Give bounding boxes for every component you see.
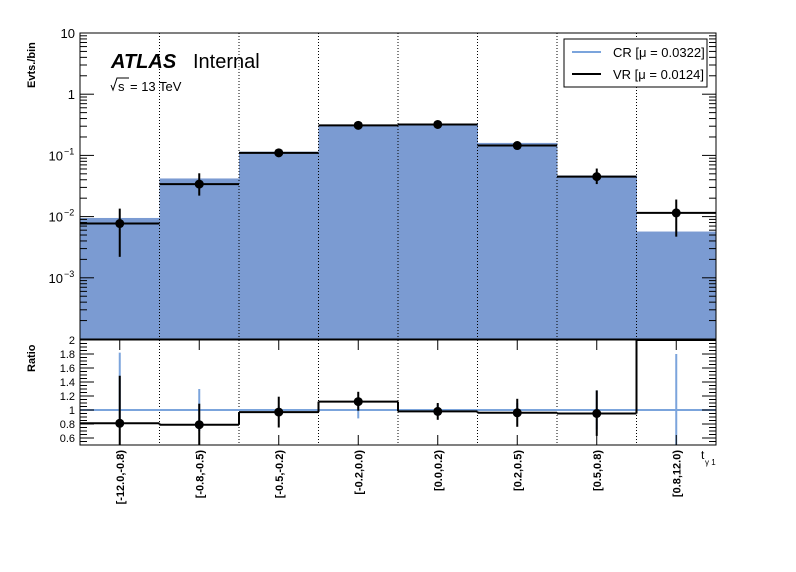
ratio-point [592, 409, 602, 418]
ratio-tick-label: 1.8 [60, 349, 75, 361]
x-category-label: [0.8,12.0) [671, 450, 683, 497]
vr-point [592, 172, 602, 182]
vr-point [671, 208, 681, 218]
x-axis-title: t [701, 448, 705, 462]
cr-bar [159, 178, 240, 339]
vr-point [115, 219, 125, 229]
vr-point [194, 179, 204, 189]
legend: CR [μ = 0.0322] VR [μ = 0.0124] [563, 38, 708, 88]
y-tick-label: 1 [68, 87, 75, 102]
ratio-point [115, 418, 125, 428]
ratio-tick-label: 1.6 [60, 363, 75, 375]
y-tick-exponent: −1 [64, 146, 74, 156]
x-category-label: [0.5,0.8) [592, 450, 604, 491]
cr-bar [318, 125, 399, 339]
legend-cr-label: CR [μ = 0.0322] [613, 45, 705, 60]
y-tick-label: 10 [49, 271, 63, 286]
atlas-label: ATLAS [110, 51, 177, 73]
x-category-label: [-0.2,0.0) [353, 450, 365, 495]
legend-vr-label: VR [μ = 0.0124] [613, 67, 704, 82]
status-label: Internal [193, 51, 260, 73]
ratio-point [274, 407, 284, 417]
y-tick-label: 10 [49, 148, 63, 163]
x-category-label: [-0.8,-0.5) [194, 450, 206, 499]
x-axis-title-subscript: γ 1 [705, 458, 716, 467]
vr-point [512, 141, 522, 151]
cr-bar [398, 123, 478, 339]
ratio-point [512, 408, 522, 418]
top-plot-frame [79, 32, 717, 340]
ratio-tick-label: 0.8 [60, 419, 75, 431]
sqrt-s-label: s [118, 79, 125, 94]
top-y-axis-title: Evts./bin [26, 42, 38, 88]
bottom-panel: 0.6 0.8 1 1.2 1.4 1.6 1.8 2 [-12.0,-0.8) [-0.8,-0… [60, 335, 717, 505]
y-tick-exponent: −2 [64, 208, 74, 218]
vr-point [274, 148, 284, 158]
cr-bar [477, 142, 558, 339]
cr-bar [636, 231, 717, 339]
cr-bar [239, 151, 319, 339]
vr-point [353, 120, 363, 130]
ratio-tick-label: 1.2 [60, 391, 75, 403]
bottom-y-axis-title: Ratio [26, 344, 38, 372]
x-category-label: [-12.0,-0.8) [115, 450, 127, 505]
ratio-point [353, 397, 363, 407]
ratio-tick-label: 1 [69, 405, 75, 417]
ratio-tick-label: 0.6 [60, 433, 75, 445]
x-category-label: [0.2,0.5) [512, 450, 524, 491]
ratio-tick-label: 2 [69, 335, 75, 347]
y-tick-exponent: −3 [64, 269, 74, 279]
legend-box [563, 38, 708, 88]
ratio-point [194, 420, 204, 430]
y-tick-label: 10 [61, 26, 75, 41]
sqrt-symbol [110, 77, 129, 92]
x-category-label: [0.0,0.2) [433, 450, 445, 491]
ratio-point [433, 406, 443, 416]
vr-point [433, 119, 443, 129]
cr-bar [557, 175, 637, 339]
y-tick-label: 10 [49, 210, 63, 225]
ratio-tick-label: 1.4 [60, 377, 75, 389]
x-category-label: [-0.5,-0.2) [274, 450, 286, 499]
energy-label: = 13 TeV [130, 79, 182, 94]
